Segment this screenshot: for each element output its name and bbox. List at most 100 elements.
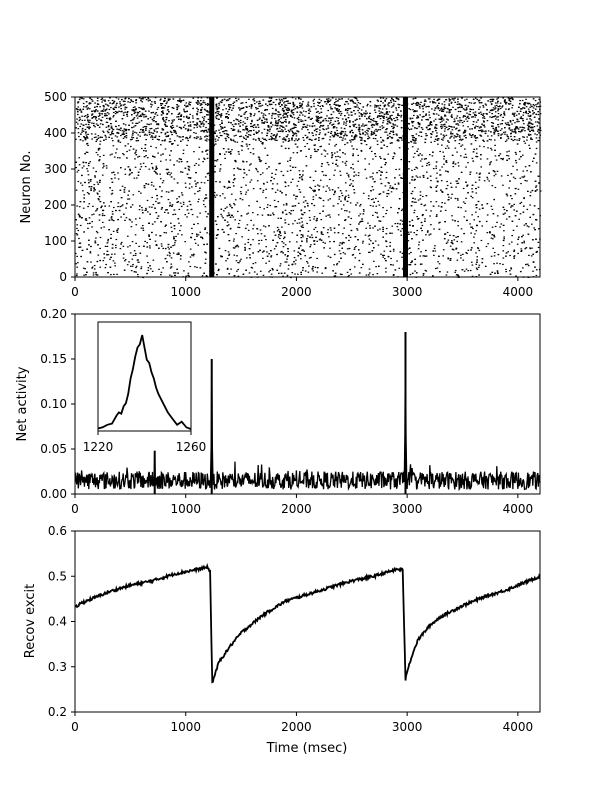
spike-dot (94, 189, 97, 191)
spike-dot (77, 106, 80, 108)
spike-dot (281, 109, 284, 111)
spike-dot (75, 138, 77, 140)
spike-dot (512, 176, 515, 178)
spike-dot (300, 105, 302, 108)
spike-dot (262, 274, 265, 276)
spike-dot (436, 132, 438, 134)
spike-dot (301, 114, 304, 116)
spike-dot (278, 163, 280, 165)
spike-dot (206, 111, 209, 113)
spike-dot (119, 103, 121, 105)
spike-dot (514, 112, 516, 114)
spike-dot (218, 137, 220, 139)
spike-dot (425, 270, 428, 272)
spike-dot (339, 242, 342, 244)
spike-dot (394, 119, 397, 122)
spike-dot (536, 103, 539, 105)
spike-dot (80, 255, 82, 258)
spike-dot (110, 193, 113, 195)
spike-dot (107, 126, 110, 128)
spike-dot (436, 135, 438, 137)
spike-dot (136, 117, 139, 119)
spike-dot (479, 129, 481, 132)
spike-dot (274, 124, 277, 126)
spike-dot (413, 179, 416, 181)
spike-dot (435, 177, 438, 179)
spike-dot (169, 202, 171, 204)
spike-dot (83, 194, 86, 196)
spike-dot (131, 258, 134, 260)
spike-dot (78, 164, 81, 166)
spike-dot (347, 98, 350, 100)
spike-dot (300, 213, 303, 215)
spike-dot (424, 99, 426, 101)
spike-dot (278, 136, 281, 138)
spike-dot (203, 102, 206, 104)
spike-dot (451, 98, 454, 100)
spike-dot (217, 269, 220, 272)
spike-dot (146, 242, 149, 244)
spike-dot (165, 232, 168, 234)
spike-dot (268, 126, 270, 128)
spike-dot (76, 273, 78, 275)
spike-dot (424, 269, 427, 272)
spike-dot (334, 145, 336, 147)
spike-dot (138, 110, 141, 113)
spike-dot (480, 135, 483, 137)
spike-dot (180, 128, 183, 130)
spike-dot (283, 137, 285, 139)
spike-dot (203, 118, 205, 120)
spike-dot (398, 168, 401, 170)
spike-dot (143, 116, 145, 118)
spike-dot (109, 134, 112, 136)
spike-dot (225, 108, 227, 110)
spike-dot (535, 186, 537, 188)
spike-dot (181, 234, 183, 236)
spike-dot (94, 175, 96, 177)
spike-dot (514, 187, 517, 190)
spike-dot (275, 109, 277, 112)
spike-dot (320, 108, 322, 110)
spike-dot (155, 172, 157, 174)
spike-dot (136, 177, 138, 179)
spike-dot (103, 214, 106, 217)
spike-dot (112, 230, 115, 232)
spike-dot (495, 128, 497, 130)
spike-dot (159, 98, 162, 100)
spike-dot (350, 183, 353, 185)
spike-dot (477, 247, 480, 250)
spike-dot (189, 125, 192, 127)
spike-dot (523, 197, 526, 199)
spike-dot (106, 104, 109, 106)
spike-dot (522, 129, 524, 131)
spike-dot (171, 230, 173, 233)
spike-dot (248, 98, 250, 100)
spike-dot (126, 150, 128, 153)
spike-dot (81, 115, 83, 117)
spike-dot (412, 102, 415, 104)
spike-dot (385, 128, 387, 131)
spike-dot (470, 108, 473, 111)
spike-dot (252, 228, 254, 230)
spike-dot (371, 123, 374, 126)
spike-dot (128, 218, 131, 220)
spike-dot (389, 135, 391, 138)
spike-dot (356, 229, 359, 231)
spike-dot (106, 112, 109, 114)
spike-dot (378, 170, 381, 172)
spike-dot (113, 108, 116, 111)
spike-dot (274, 104, 277, 106)
spike-dot (357, 129, 360, 131)
spike-dot (309, 110, 312, 112)
spike-dot (340, 112, 343, 115)
spike-dot (418, 241, 421, 243)
spike-dot (248, 105, 251, 107)
spike-dot (418, 122, 421, 124)
spike-dot (287, 268, 290, 270)
spike-dot (111, 247, 114, 249)
spike-dot (448, 104, 451, 106)
spike-dot (325, 215, 327, 217)
spike-dot (320, 218, 323, 221)
spike-dot (133, 177, 136, 179)
spike-dot (192, 97, 195, 99)
